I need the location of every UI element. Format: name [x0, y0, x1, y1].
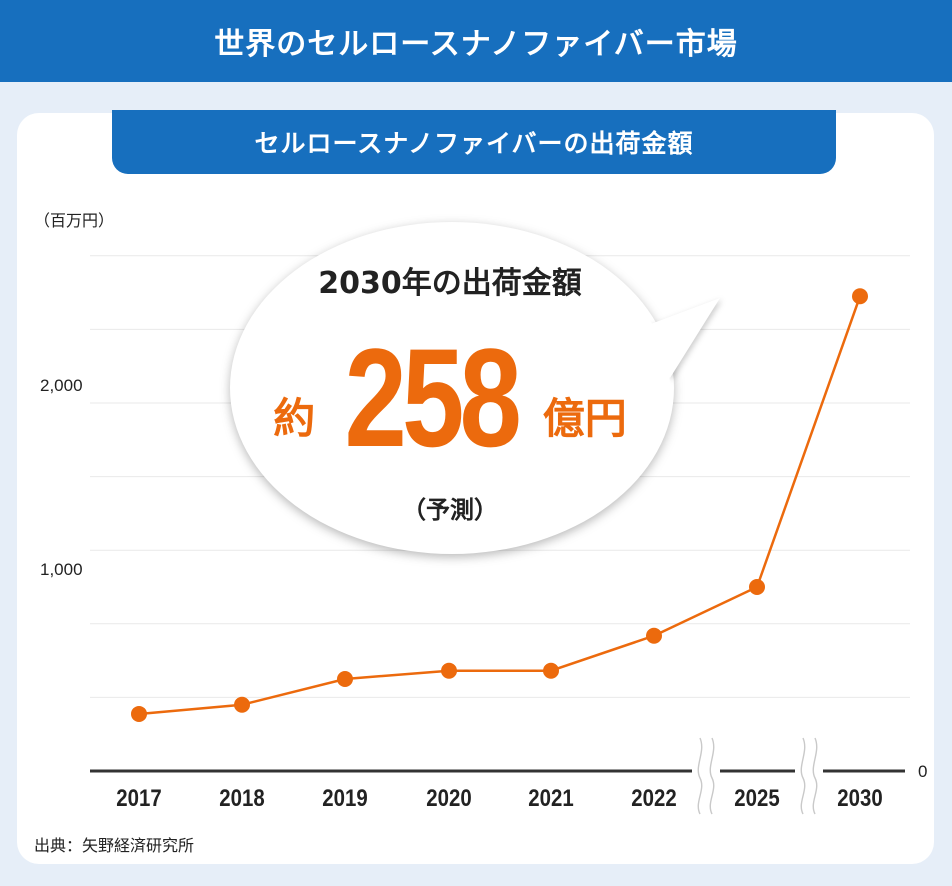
x-tick-label: 2017 — [116, 784, 161, 811]
data-point — [441, 662, 457, 679]
data-point — [131, 705, 147, 722]
chart-title: セルロースナノファイバーの出荷金額 — [254, 129, 694, 158]
axis-break-mask — [795, 738, 823, 814]
x-tick-label: 2022 — [631, 784, 676, 811]
data-point — [646, 627, 662, 644]
axis-breaks — [692, 737, 823, 815]
axis-break-mark — [709, 737, 715, 815]
y-tick-label: 0 — [918, 762, 927, 781]
y-tick-label: 2,000 — [40, 376, 83, 395]
data-point — [337, 671, 353, 687]
axis-break-mark — [697, 737, 703, 815]
x-tick-label: 2019 — [322, 784, 367, 811]
y-axis-unit-label: （百万円） — [34, 211, 115, 230]
callout-bubble — [230, 222, 720, 554]
callout-note: （予測） — [402, 496, 498, 524]
x-tick-label: 2025 — [734, 784, 779, 811]
callout-value-row: 約 258 億円 — [240, 318, 660, 468]
x-tick-label: 2021 — [528, 784, 573, 811]
data-point — [234, 696, 250, 713]
x-tick-labels: 2017 2018 2019 2020 2021 2022 2025 2030 — [116, 784, 882, 811]
callout-title: 2030年の出荷金額 — [318, 266, 582, 301]
axis-break-mark — [812, 737, 818, 815]
callout-suffix: 億円 — [542, 394, 627, 443]
data-point — [749, 579, 765, 595]
axis-break-mark — [800, 737, 806, 815]
data-point — [852, 288, 868, 305]
header-banner: 世界のセルロースナノファイバー市場 — [0, 0, 952, 82]
callout-value: 258 — [344, 319, 522, 476]
page-title: 世界のセルロースナノファイバー市場 — [214, 27, 738, 62]
series-line-path — [138, 295, 862, 716]
series-line — [131, 288, 868, 722]
y-tick-label: 1,000 — [40, 560, 83, 579]
x-tick-label: 2018 — [219, 784, 264, 811]
chart-title-tab: セルロースナノファイバーの出荷金額 — [112, 110, 836, 174]
x-tick-label: 2020 — [426, 784, 471, 811]
x-tick-label: 2030 — [837, 784, 882, 811]
data-point — [543, 662, 559, 679]
y-tick-labels: 0 1,000 2,000 — [40, 376, 927, 781]
source-note: 出典：矢野経済研究所 — [34, 836, 195, 855]
callout-prefix: 約 — [273, 394, 316, 443]
axis-break-mask — [692, 738, 720, 814]
